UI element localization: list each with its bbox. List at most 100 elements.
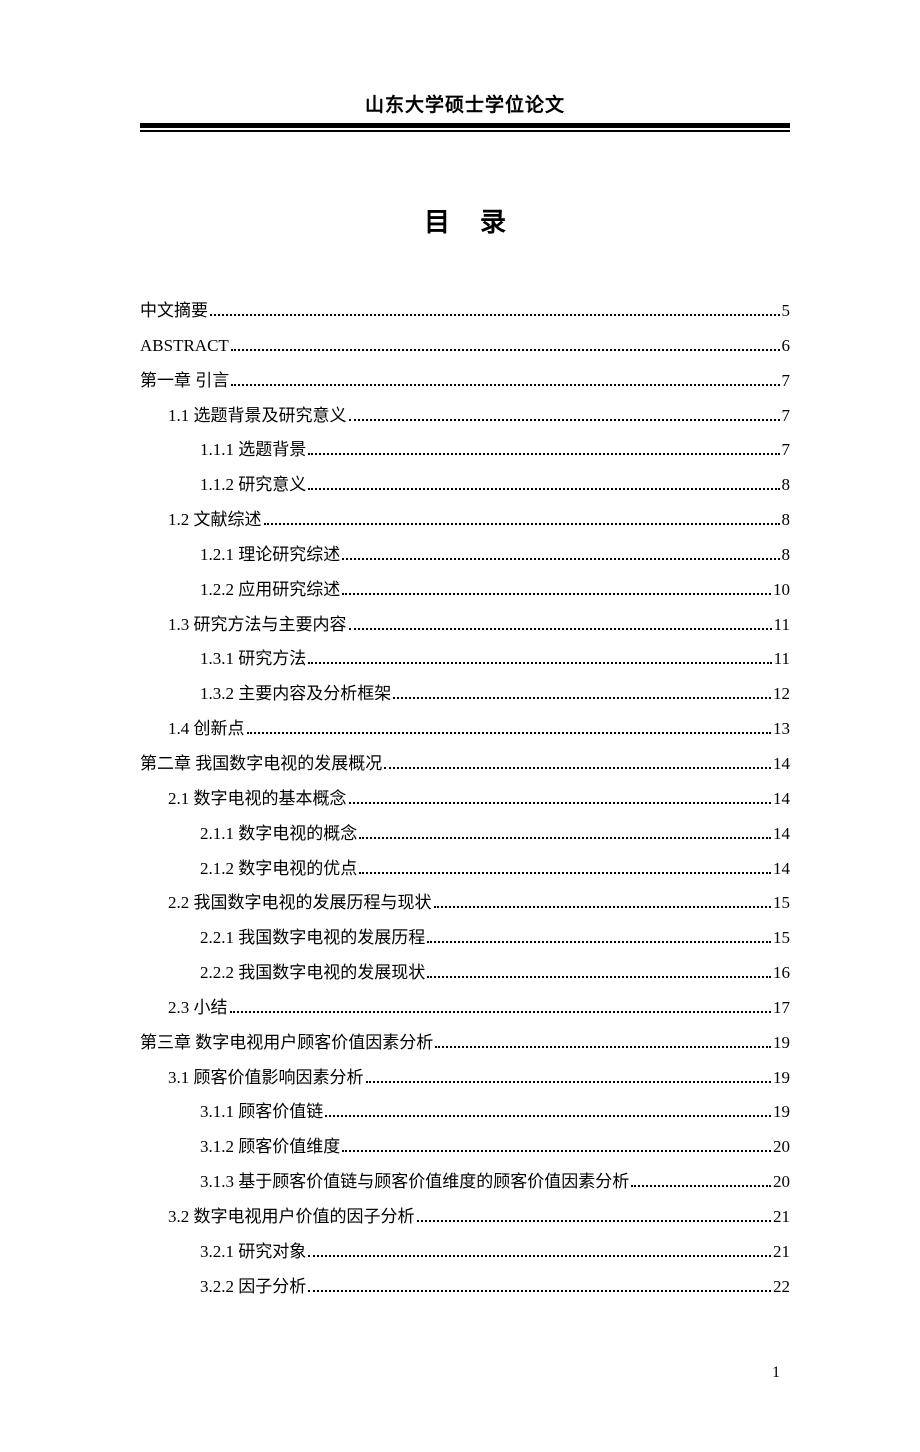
toc-page-number: 14 xyxy=(773,747,790,782)
toc-page-number: 7 xyxy=(782,399,791,434)
toc-label: 3.1.1 顾客价值链 xyxy=(200,1095,323,1130)
toc-leader-dots xyxy=(308,1290,771,1292)
toc-leader-dots xyxy=(417,1220,772,1222)
toc-label: 3.2.2 因子分析 xyxy=(200,1270,306,1305)
toc-leader-dots xyxy=(434,906,772,908)
toc-label: 中文摘要 xyxy=(140,294,208,329)
toc-label: 第二章 我国数字电视的发展概况 xyxy=(140,747,382,782)
toc-leader-dots xyxy=(308,1255,771,1257)
toc-entry: 3.2.2 因子分析 22 xyxy=(140,1270,790,1305)
toc-label: 3.1.3 基于顾客价值链与顾客价值维度的顾客价值因素分析 xyxy=(200,1165,629,1200)
toc-label: 1.2 文献综述 xyxy=(168,503,262,538)
toc-page-number: 14 xyxy=(773,852,790,887)
toc-label: 第三章 数字电视用户顾客价值因素分析 xyxy=(140,1026,433,1061)
toc-entry: 3.1 顾客价值影响因素分析 19 xyxy=(140,1061,790,1096)
toc-page-number: 12 xyxy=(773,677,790,712)
toc-leader-dots xyxy=(359,872,771,874)
toc-label: 2.2.2 我国数字电视的发展现状 xyxy=(200,956,425,991)
toc-label: ABSTRACT xyxy=(140,329,229,364)
toc-leader-dots xyxy=(342,558,779,560)
toc-entry: 1.3.1 研究方法11 xyxy=(140,642,790,677)
toc-page-number: 21 xyxy=(773,1200,790,1235)
toc-entry: 1.1.1 选题背景 7 xyxy=(140,433,790,468)
toc-entry: 3.1.3 基于顾客价值链与顾客价值维度的顾客价值因素分析 20 xyxy=(140,1165,790,1200)
toc-entry: 2.1 数字电视的基本概念 14 xyxy=(140,782,790,817)
toc-label: 1.2.1 理论研究综述 xyxy=(200,538,340,573)
toc-page-number: 14 xyxy=(773,782,790,817)
toc-page-number: 20 xyxy=(773,1130,790,1165)
toc-label: 2.1.1 数字电视的概念 xyxy=(200,817,357,852)
toc-entry: ABSTRACT6 xyxy=(140,329,790,364)
toc-leader-dots xyxy=(427,941,771,943)
toc-entry: 3.2 数字电视用户价值的因子分析 21 xyxy=(140,1200,790,1235)
toc-entry: 1.1.2 研究意义 8 xyxy=(140,468,790,503)
toc-leader-dots xyxy=(384,767,771,769)
toc-page-number: 19 xyxy=(773,1061,790,1096)
toc-entry: 第二章 我国数字电视的发展概况 14 xyxy=(140,747,790,782)
toc-entry: 3.1.1 顾客价值链19 xyxy=(140,1095,790,1130)
running-header: 山东大学硕士学位论文 xyxy=(140,90,790,123)
toc-page-number: 7 xyxy=(782,433,791,468)
toc-leader-dots xyxy=(308,662,771,664)
header-rule xyxy=(140,123,790,132)
page-title: 目录 xyxy=(140,202,790,239)
toc-entry: 3.1.2 顾客价值维度 20 xyxy=(140,1130,790,1165)
toc-entry: 3.2.1 研究对象21 xyxy=(140,1235,790,1270)
toc-label: 1.1.1 选题背景 xyxy=(200,433,306,468)
toc-label: 3.1 顾客价值影响因素分析 xyxy=(168,1061,364,1096)
toc-entry: 1.2.2 应用研究综述 10 xyxy=(140,573,790,608)
toc-page-number: 20 xyxy=(773,1165,790,1200)
toc-label: 3.2 数字电视用户价值的因子分析 xyxy=(168,1200,415,1235)
toc-label: 3.1.2 顾客价值维度 xyxy=(200,1130,340,1165)
toc-leader-dots xyxy=(231,349,780,351)
toc-label: 1.3 研究方法与主要内容 xyxy=(168,608,347,643)
toc-page-number: 19 xyxy=(773,1026,790,1061)
toc-label: 2.1 数字电视的基本概念 xyxy=(168,782,347,817)
toc-label: 2.2.1 我国数字电视的发展历程 xyxy=(200,921,425,956)
toc-leader-dots xyxy=(231,384,779,386)
toc-leader-dots xyxy=(325,1115,771,1117)
toc-page-number: 13 xyxy=(773,712,790,747)
toc-entry: 中文摘要5 xyxy=(140,294,790,329)
toc-page-number: 17 xyxy=(773,991,790,1026)
page-number: 1 xyxy=(772,1364,780,1382)
toc-leader-dots xyxy=(366,1081,772,1083)
toc-leader-dots xyxy=(427,976,771,978)
toc-leader-dots xyxy=(210,314,780,316)
toc-label: 第一章 引言 xyxy=(140,364,229,399)
toc-label: 1.2.2 应用研究综述 xyxy=(200,573,340,608)
toc-page-number: 21 xyxy=(773,1235,790,1270)
toc-leader-dots xyxy=(230,1011,772,1013)
toc-label: 2.2 我国数字电视的发展历程与现状 xyxy=(168,886,432,921)
toc-page-number: 8 xyxy=(782,503,791,538)
toc-leader-dots xyxy=(342,1150,771,1152)
toc-entry: 1.4 创新点 13 xyxy=(140,712,790,747)
toc-leader-dots xyxy=(393,697,771,699)
toc-entry: 第一章 引言 7 xyxy=(140,364,790,399)
toc-leader-dots xyxy=(631,1185,771,1187)
toc-entry: 2.1.2 数字电视的优点 14 xyxy=(140,852,790,887)
toc-leader-dots xyxy=(342,593,771,595)
toc-entry: 1.3 研究方法与主要内容11 xyxy=(140,608,790,643)
toc-page-number: 15 xyxy=(773,921,790,956)
toc-leader-dots xyxy=(349,628,772,630)
toc-leader-dots xyxy=(435,1046,771,1048)
toc-leader-dots xyxy=(308,453,779,455)
toc-leader-dots xyxy=(359,837,771,839)
toc-label: 2.1.2 数字电视的优点 xyxy=(200,852,357,887)
toc-entry: 1.1 选题背景及研究意义7 xyxy=(140,399,790,434)
toc-page-number: 8 xyxy=(782,468,791,503)
toc-page-number: 16 xyxy=(773,956,790,991)
toc-page-number: 7 xyxy=(782,364,791,399)
toc-label: 1.1.2 研究意义 xyxy=(200,468,306,503)
toc-label: 1.4 创新点 xyxy=(168,712,245,747)
toc-leader-dots xyxy=(308,488,779,490)
toc-page-number: 14 xyxy=(773,817,790,852)
toc-label: 1.3.2 主要内容及分析框架 xyxy=(200,677,391,712)
toc-leader-dots xyxy=(264,523,780,525)
toc-page-number: 10 xyxy=(773,573,790,608)
toc-entry: 1.2 文献综述 8 xyxy=(140,503,790,538)
page-container: 山东大学硕士学位论文 目录 中文摘要5ABSTRACT6第一章 引言 71.1 选… xyxy=(0,0,920,1364)
toc-entry: 2.3 小结17 xyxy=(140,991,790,1026)
toc-page-number: 22 xyxy=(773,1270,790,1305)
